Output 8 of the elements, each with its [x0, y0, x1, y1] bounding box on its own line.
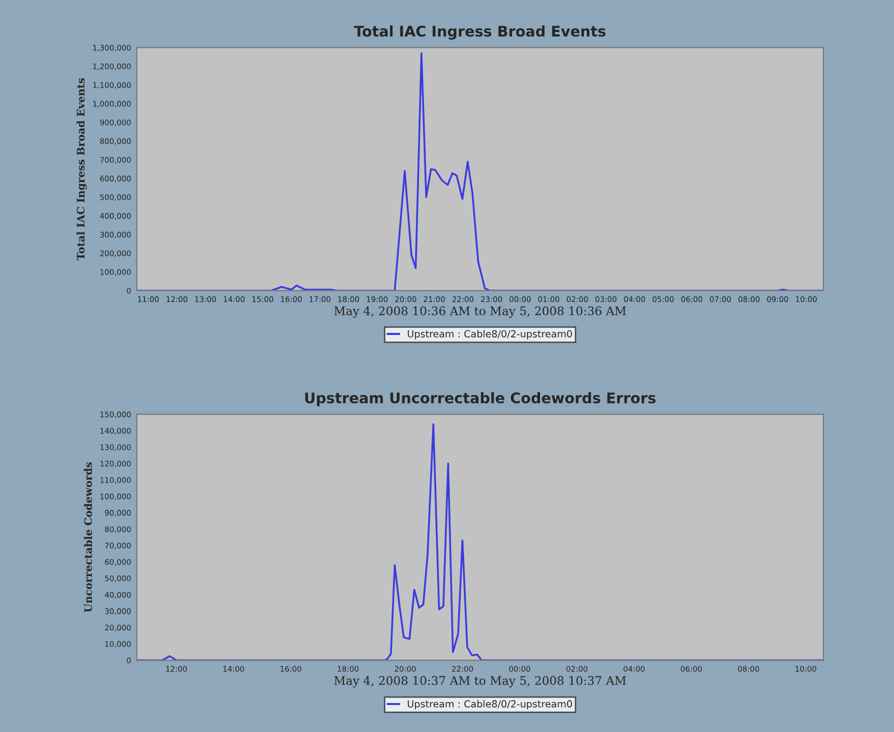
- x-axis-title: May 4, 2008 10:37 AM to May 5, 2008 10:37 AM: [334, 676, 626, 688]
- chart-title: Total IAC Ingress Broad Events: [354, 25, 606, 40]
- y-axis-title: Total IAC Ingress Broad Events: [76, 78, 87, 260]
- x-axis-title: May 4, 2008 10:36 AM to May 5, 2008 10:36 AM: [334, 306, 626, 318]
- y-axis-title: Uncorrectable Codewords: [84, 462, 92, 612]
- chart-title: Upstream Uncorrectable Codewords Errors: [305, 392, 656, 406]
- legend-label: Upstream : Cable8/0/2-upstream0: [408, 700, 572, 710]
- legend-label: Upstream : Cable8/0/2-upstream0: [408, 330, 572, 340]
